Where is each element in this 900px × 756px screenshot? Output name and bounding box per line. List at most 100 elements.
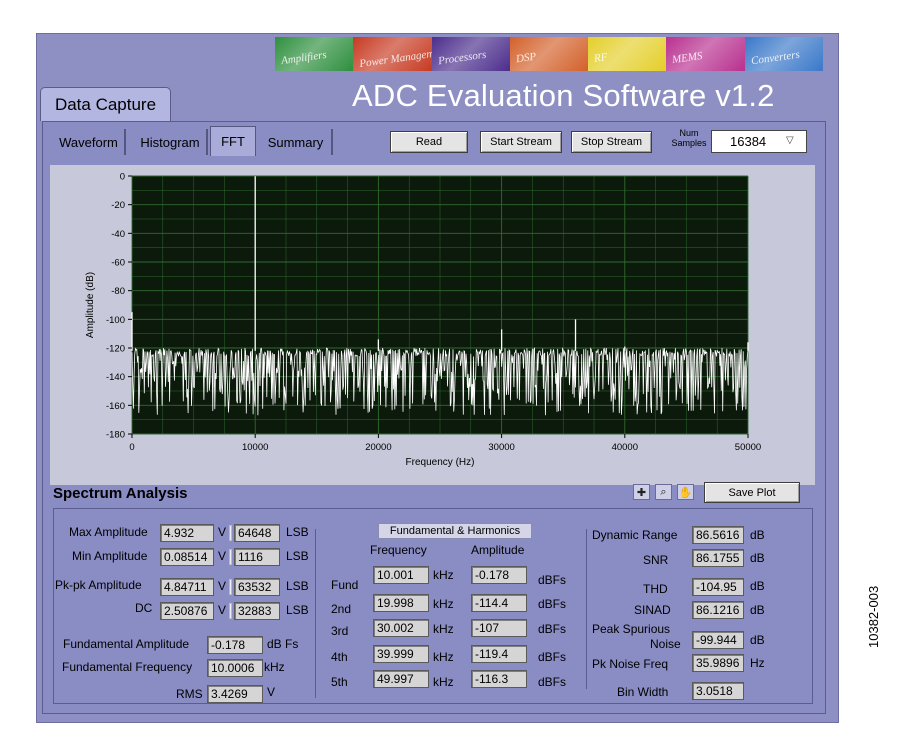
harmonic-amp: -0.178: [471, 566, 527, 584]
amplitude-header: Amplitude: [471, 543, 525, 557]
thd-unit: dB: [750, 579, 765, 593]
min-amplitude-v-unit: V: [218, 549, 227, 563]
pk-pk-amplitude-lsb-unit: LSB: [286, 579, 309, 593]
rms-unit: V: [267, 685, 276, 699]
sinad-unit: dB: [750, 603, 765, 617]
min-amplitude-v: 0.08514: [160, 548, 214, 566]
bin-width-label: Bin Width: [617, 685, 669, 699]
frequency-header: Frequency: [370, 543, 427, 557]
harmonic-amp-unit: dBFs: [538, 597, 567, 611]
harmonic-amp-unit: dBFs: [538, 650, 567, 664]
y-tick-label: -20: [111, 200, 125, 211]
pk-noise-freq-unit: Hz: [750, 656, 765, 670]
tab-data-capture[interactable]: Data Capture: [40, 87, 171, 121]
fft-chart: 0 -20 -40 -60 -80 -100 -120 -140 -160 -180 0 10000 2…: [85, 172, 761, 469]
harmonic-label: Fund: [331, 578, 359, 592]
rms-value: 3.4269: [207, 685, 263, 703]
thd-label: THD: [643, 582, 668, 596]
y-axis-label: Amplitude (dB): [85, 272, 96, 338]
fundamental-frequency-value: 10.0006: [207, 659, 263, 677]
max-amplitude-lsb-unit: LSB: [286, 525, 309, 539]
dc-lsb: 32883: [234, 602, 280, 620]
app-title: ADC Evaluation Software v1.2: [352, 78, 775, 113]
pk-noise-freq-value: 35.9896: [692, 654, 744, 672]
x-tick-label: 0: [129, 442, 134, 453]
snr-unit: dB: [750, 551, 765, 565]
x-axis-label: Frequency (Hz): [406, 457, 475, 468]
harmonic-freq-unit: kHz: [433, 568, 454, 582]
banner-tile-mems: MEMS: [666, 37, 745, 71]
harmonic-freq-unit: kHz: [433, 622, 454, 636]
pk-pk-amplitude-v-unit: V: [218, 579, 227, 593]
sinad-value: 86.1216: [692, 601, 744, 619]
indicator-mark: [229, 603, 232, 619]
dc-label: DC: [135, 601, 153, 615]
pk-pk-amplitude-lsb: 63532: [234, 578, 280, 596]
harmonic-freq: 49.997: [373, 670, 429, 688]
indicator-mark: [229, 525, 232, 541]
sinad-label: SINAD: [634, 603, 671, 617]
y-tick-label: -100: [106, 315, 125, 326]
banner-tile-rf: RF: [588, 37, 667, 71]
tab-histogram[interactable]: Histogram: [134, 129, 208, 155]
max-amplitude-v: 4.932: [160, 524, 214, 542]
product-banner: Amplifiers Power Management Processors D…: [275, 37, 823, 71]
max-amplitude-label: Max Amplitude: [69, 525, 148, 539]
harmonic-amp: -114.4: [471, 594, 527, 612]
dynamic-range-label: Dynamic Range: [592, 528, 678, 542]
max-amplitude-v-unit: V: [218, 525, 227, 539]
fundamental-harmonics-title: Fundamental & Harmonics: [378, 523, 532, 539]
peak-spurious-noise-unit: dB: [750, 633, 765, 647]
harmonic-amp-unit: dBFs: [538, 622, 567, 636]
start-stream-button[interactable]: Start Stream: [480, 131, 562, 153]
dynamic-range-value: 86.5616: [692, 526, 744, 544]
num-samples-label: Num Samples: [671, 128, 707, 148]
fundamental-amplitude-label: Fundamental Amplitude: [63, 637, 190, 651]
save-plot-button[interactable]: Save Plot: [704, 482, 800, 503]
harmonic-label: 5th: [331, 675, 348, 689]
harmonic-amp-unit: dBFs: [538, 675, 567, 689]
x-tick-label: 30000: [488, 442, 514, 453]
banner-tile-amplifiers: Amplifiers: [275, 37, 354, 71]
harmonic-freq: 39.999: [373, 645, 429, 663]
pan-hand-icon[interactable]: ✋: [677, 484, 694, 500]
y-tick-label: -40: [111, 229, 125, 240]
dc-lsb-unit: LSB: [286, 603, 309, 617]
tab-fft[interactable]: FFT: [210, 126, 256, 156]
tab-waveform[interactable]: Waveform: [53, 129, 126, 155]
thd-value: -104.95: [692, 578, 744, 596]
harmonic-freq-unit: kHz: [433, 650, 454, 664]
snr-value: 86.1755: [692, 549, 744, 567]
harmonic-amp: -119.4: [471, 645, 527, 663]
indicator-mark: [229, 579, 232, 595]
max-amplitude-lsb: 64648: [234, 524, 280, 542]
pk-noise-freq-label: Pk Noise Freq: [592, 657, 669, 671]
crosshair-icon[interactable]: ✚: [633, 484, 650, 500]
fundamental-amplitude-unit: dB Fs: [267, 637, 299, 651]
indicator-mark: [229, 549, 232, 565]
snr-label: SNR: [643, 553, 669, 567]
divider: [315, 529, 316, 698]
stop-stream-button[interactable]: Stop Stream: [571, 131, 652, 153]
figure-code: 10382-003: [866, 585, 881, 648]
harmonic-label: 3rd: [331, 624, 349, 638]
dc-v: 2.50876: [160, 602, 214, 620]
fundamental-frequency-unit: kHz: [264, 660, 285, 674]
divider: [586, 529, 587, 689]
min-amplitude-label: Min Amplitude: [72, 549, 148, 563]
fft-trace: [131, 346, 749, 416]
read-button[interactable]: Read: [390, 131, 468, 153]
tab-summary[interactable]: Summary: [260, 129, 333, 155]
harmonic-freq-unit: kHz: [433, 675, 454, 689]
harmonic-label: 4th: [331, 650, 348, 664]
x-tick-label: 10000: [242, 442, 268, 453]
chevron-down-icon[interactable]: ▽: [786, 135, 794, 146]
y-tick-label: -60: [111, 258, 125, 269]
zoom-icon[interactable]: ⌕: [655, 484, 672, 500]
y-tick-label: -180: [106, 430, 125, 441]
x-tick-label: 40000: [612, 442, 638, 453]
fundamental-amplitude-value: -0.178: [207, 636, 263, 654]
y-tick-label: -160: [106, 401, 125, 412]
pk-pk-amplitude-label: Pk-pk Amplitude: [55, 578, 142, 592]
num-samples-select[interactable]: 16384: [711, 130, 807, 153]
